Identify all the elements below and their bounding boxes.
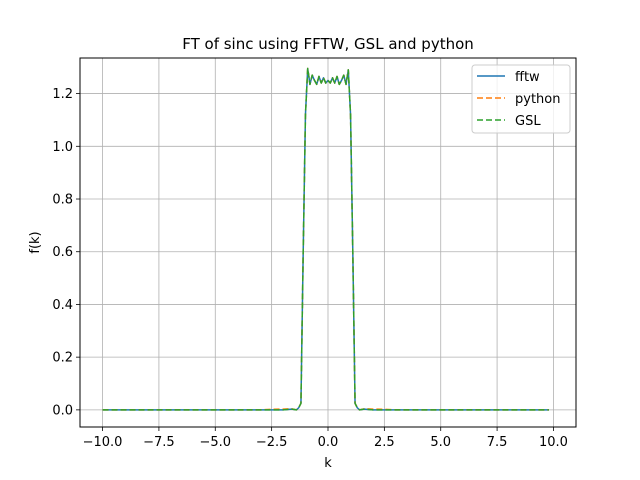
series-lines: [102, 67, 549, 411]
y-tick-label: 0.8: [52, 193, 73, 208]
legend-box: [471, 64, 571, 134]
y-tick-label: 1.0: [52, 140, 73, 155]
legend: fftw python GSL: [471, 64, 571, 134]
y-axis-label: f(k): [28, 231, 43, 253]
axis-ticks: −10.0 −7.5 −5.0 −2.5 0.0 2.5 5.0 7.5 10.0 0.0 0.2 0…: [52, 87, 568, 450]
y-tick-label: 0.2: [52, 351, 73, 366]
x-tick-label: −5.0: [199, 435, 231, 450]
legend-label-fftw: fftw: [515, 70, 540, 85]
x-axis-label: k: [324, 456, 332, 471]
x-tick-label: −10.0: [83, 435, 123, 450]
legend-label-gsl: GSL: [515, 114, 541, 129]
chart-title: FT of sinc using FFTW, GSL and python: [182, 35, 474, 53]
y-tick-label: 1.2: [52, 87, 73, 102]
x-tick-label: 10.0: [539, 435, 568, 450]
y-tick-label: 0.6: [52, 245, 73, 260]
x-tick-label: 7.5: [487, 435, 508, 450]
series-line-gsl: [102, 67, 549, 411]
x-tick-label: 5.0: [430, 435, 451, 450]
x-tick-label: −7.5: [143, 435, 175, 450]
x-tick-label: −2.5: [256, 435, 288, 450]
y-tick-label: 0.4: [52, 298, 73, 313]
x-tick-label: 2.5: [374, 435, 395, 450]
x-tick-label: 0.0: [318, 435, 339, 450]
y-tick-label: 0.0: [52, 403, 73, 418]
legend-label-python: python: [515, 92, 560, 107]
